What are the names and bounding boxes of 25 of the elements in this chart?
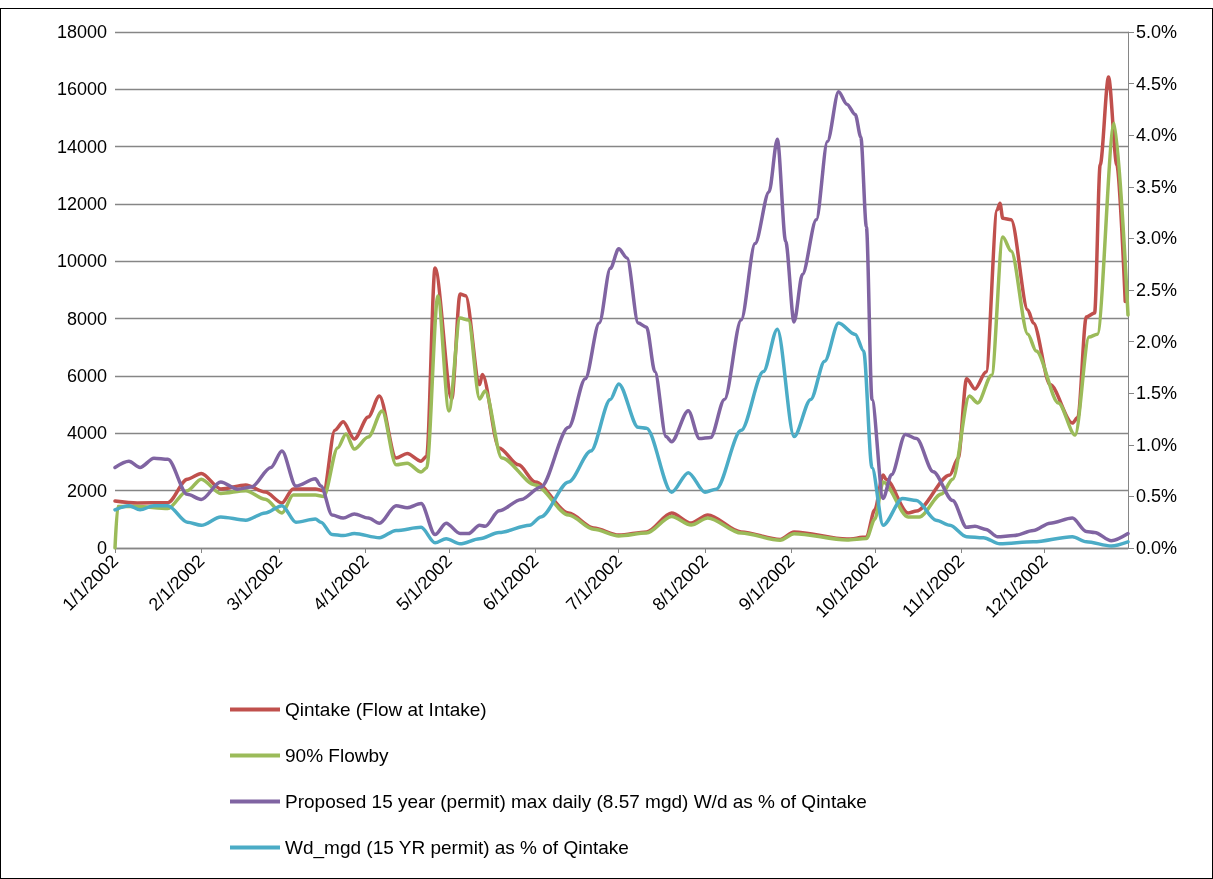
y-tick-label: 4000 xyxy=(66,423,107,444)
y2-tick-label: 0.5% xyxy=(1136,486,1178,507)
y2-tick-label: 5.0% xyxy=(1136,22,1178,42)
y-tick-label: 18000 xyxy=(56,22,107,42)
y2-tick-label: 2.0% xyxy=(1136,331,1178,352)
y2-tick-label: 0.0% xyxy=(1136,538,1178,558)
legend-label: Wd_mgd (15 YR permit) as % of Qintake xyxy=(285,837,629,859)
legend-label: Qintake (Flow at Intake) xyxy=(285,699,487,720)
y-tick-label: 6000 xyxy=(66,366,107,386)
y2-tick-label: 1.0% xyxy=(1136,434,1178,455)
y2-tick-label: 4.0% xyxy=(1136,125,1178,146)
legend-label: Proposed 15 year (permit) max daily (8.57 mgd) W/d as % of Qintake xyxy=(285,791,867,812)
y-tick-label: 16000 xyxy=(56,79,107,100)
legend-label: 90% Flowby xyxy=(285,745,389,766)
y-tick-label: 12000 xyxy=(56,194,107,214)
y-tick-label: 14000 xyxy=(56,136,107,157)
y-tick-label: 8000 xyxy=(66,308,107,329)
y2-tick-label: 3.5% xyxy=(1136,176,1178,197)
y-tick-label: 10000 xyxy=(56,251,107,272)
y-tick-label: 2000 xyxy=(66,480,107,501)
y2-tick-label: 1.5% xyxy=(1136,383,1178,404)
y2-tick-label: 4.5% xyxy=(1136,73,1178,94)
y-tick-label: 0 xyxy=(96,538,107,558)
y2-tick-label: 3.0% xyxy=(1136,228,1178,249)
y2-tick-label: 2.5% xyxy=(1136,280,1178,300)
